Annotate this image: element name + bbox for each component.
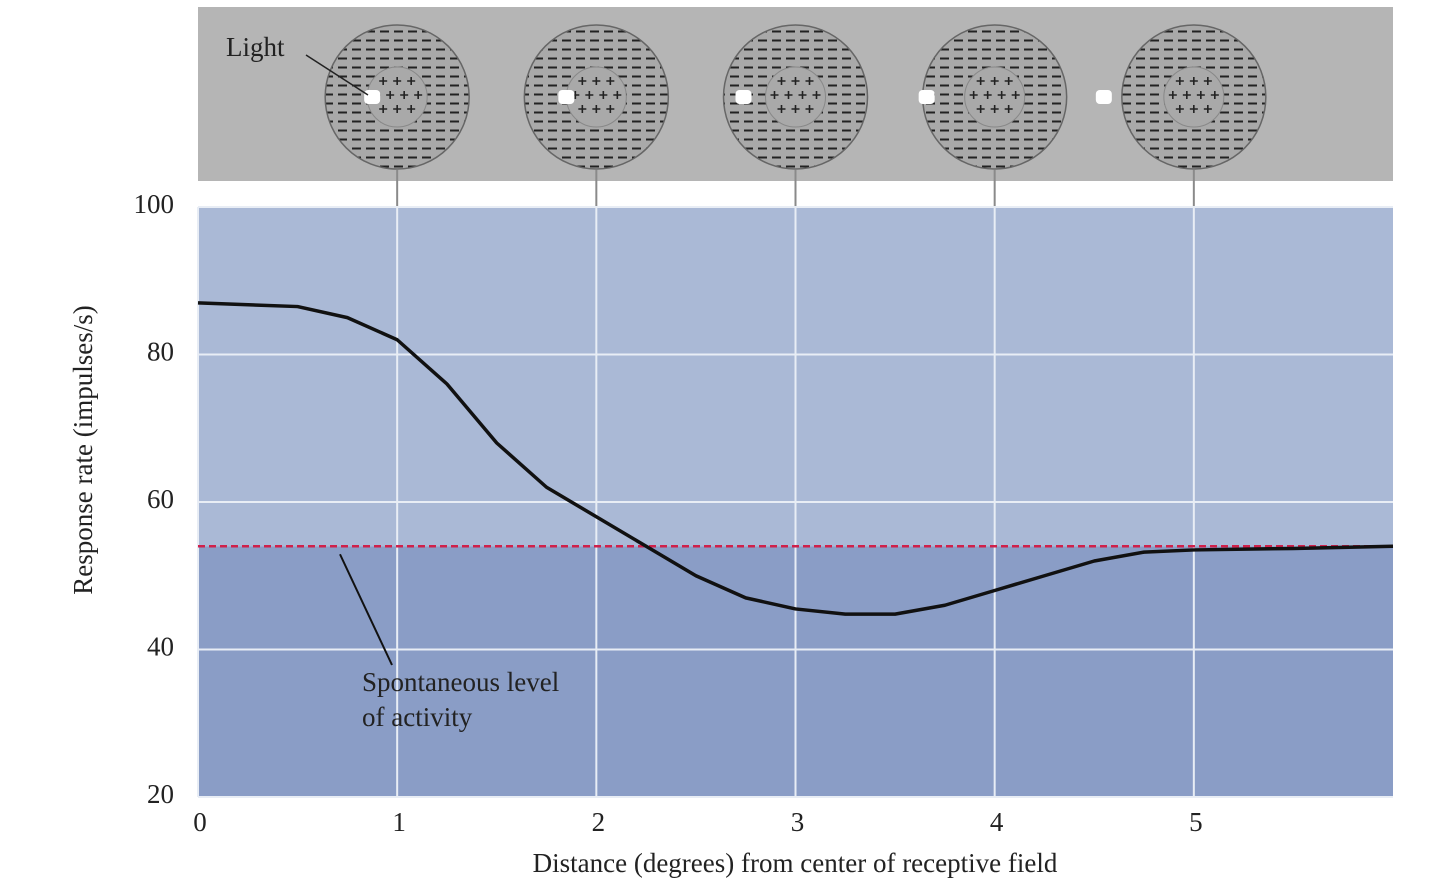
x-tick-label: 1 xyxy=(392,807,406,837)
y-tick-label: 20 xyxy=(147,779,174,809)
light-spot xyxy=(919,90,935,104)
x-tick-label: 2 xyxy=(592,807,606,837)
stimulus-label: Light xyxy=(226,32,285,62)
page: {"chart_data": {"type": "line", "x_label… xyxy=(0,0,1432,893)
chart: Light Response rate (impulses/s) Distanc… xyxy=(0,0,1432,893)
y-tick-label: 80 xyxy=(147,337,174,367)
y-tick-label: 100 xyxy=(134,189,175,219)
x-tick-label: 0 xyxy=(193,807,207,837)
light-spot xyxy=(558,90,574,104)
x-tick-label: 4 xyxy=(990,807,1004,837)
reference-label: of activity xyxy=(362,702,473,732)
y-tick-label: 40 xyxy=(147,632,174,662)
light-spot xyxy=(364,90,380,104)
reference-label: Spontaneous level xyxy=(362,667,559,697)
x-tick-label: 3 xyxy=(791,807,805,837)
y-tick-label: 60 xyxy=(147,484,174,514)
light-spot xyxy=(736,90,752,104)
y-axis-label: Response rate (impulses/s) xyxy=(68,305,98,594)
light-spot xyxy=(1096,90,1112,104)
x-axis-label: Distance (degrees) from center of recept… xyxy=(533,848,1058,878)
x-tick-label: 5 xyxy=(1189,807,1203,837)
